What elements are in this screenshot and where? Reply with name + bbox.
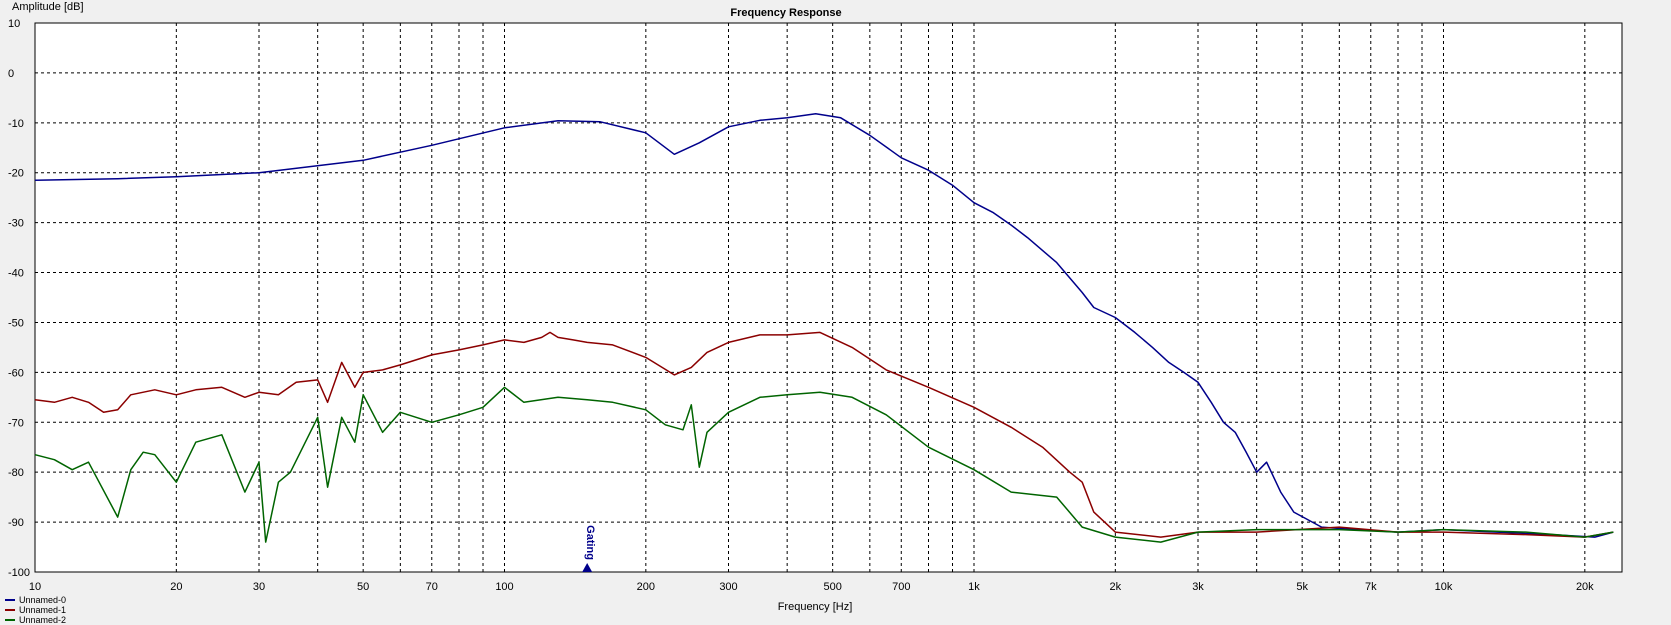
y-tick-label: -100: [8, 567, 30, 579]
x-tick-label: 7k: [1365, 581, 1377, 593]
gating-label: Gating: [584, 525, 596, 560]
marker-layer: Gating: [582, 525, 596, 572]
x-tick-label: 700: [892, 581, 910, 593]
x-axis-title: Frequency [Hz]: [778, 601, 853, 613]
gating-marker[interactable]: [582, 563, 593, 572]
x-tick-label: 20: [170, 581, 182, 593]
y-tick-label: -50: [8, 317, 24, 329]
y-tick-label: -40: [8, 268, 24, 280]
x-tick-label: 10: [29, 581, 41, 593]
y-tick-label: 10: [8, 18, 20, 30]
x-tick-label: 100: [495, 581, 513, 593]
legend-label: Unnamed-0: [19, 595, 66, 605]
series-line-unnamed-1: [34, 331, 1614, 538]
y-tick-label: -20: [8, 168, 24, 180]
grid: [35, 23, 1622, 572]
series-line-unnamed-0: [34, 113, 1614, 538]
x-tick-label: 3k: [1192, 581, 1204, 593]
x-tick-label: 300: [719, 581, 737, 593]
y-axis-title: Amplitude [dB]: [12, 1, 84, 13]
x-tick-label: 2k: [1110, 581, 1122, 593]
x-tick-label: 500: [823, 581, 841, 593]
series-layer: [34, 113, 1614, 543]
y-tick-label: -30: [8, 218, 24, 230]
x-tick-label: 200: [637, 581, 655, 593]
y-tick-label: -70: [8, 417, 24, 429]
plot-area: [34, 22, 1623, 573]
y-tick-label: -60: [8, 367, 24, 379]
x-tick-label: 30: [253, 581, 265, 593]
x-tick-label: 1k: [968, 581, 980, 593]
x-tick-label: 70: [426, 581, 438, 593]
x-tick-label: 5k: [1296, 581, 1308, 593]
x-tick-label: 20k: [1576, 581, 1594, 593]
chart-title: Frequency Response: [730, 7, 841, 19]
y-tick-label: 0: [8, 68, 14, 80]
x-tick-label: 10k: [1435, 581, 1453, 593]
legend-label: Unnamed-1: [19, 605, 66, 615]
y-tick-label: -80: [8, 467, 24, 479]
x-tick-label: 50: [357, 581, 369, 593]
series-line-unnamed-2: [34, 386, 1614, 543]
y-tick-label: -10: [8, 118, 24, 130]
legend-label: Unnamed-2: [19, 615, 66, 625]
y-tick-label: -90: [8, 517, 24, 529]
